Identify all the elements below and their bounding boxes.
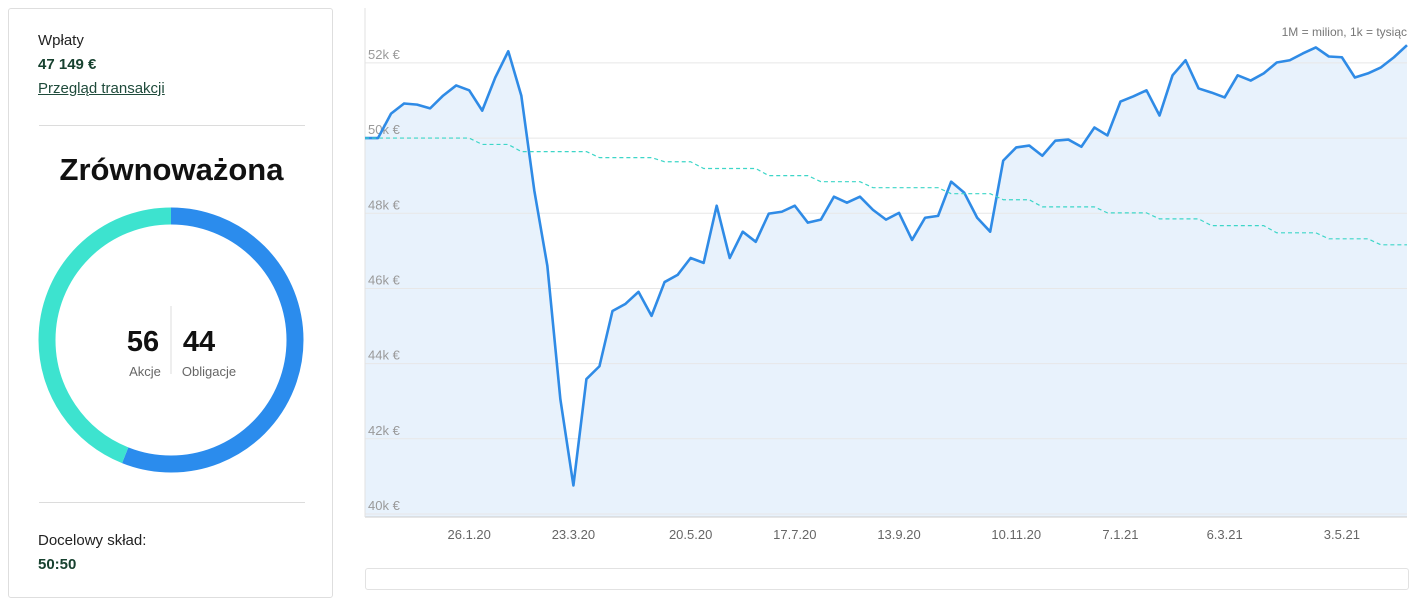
- x-tick-label: 26.1.20: [448, 527, 491, 542]
- x-tick-label: 17.7.20: [773, 527, 816, 542]
- allocation-label: Akcje: [129, 364, 161, 379]
- target-line: [365, 137, 1407, 246]
- transactions-link[interactable]: Przegląd transakcji: [38, 80, 165, 97]
- x-tick-label: 13.9.20: [877, 527, 920, 542]
- allocation-label: Obligacje: [182, 364, 236, 379]
- allocation-value: 56: [127, 326, 159, 358]
- allocation-value: 44: [183, 326, 215, 358]
- x-tick-label: 23.3.20: [552, 527, 595, 542]
- y-tick-label: 50k €: [368, 122, 401, 137]
- allocation-donut: 56 Akcje 44 Obligacje: [38, 207, 304, 473]
- annotation: 1M = milion, 1k = tysiąc: [1282, 25, 1407, 39]
- x-tick-label: 10.11.20: [991, 527, 1041, 542]
- x-tick-label: 3.5.21: [1324, 527, 1360, 542]
- x-tick-label: 6.3.21: [1207, 527, 1243, 542]
- area: [365, 45, 1407, 517]
- y-tick-label: 42k €: [368, 423, 401, 438]
- donut-segment: [38, 207, 304, 473]
- y-tick-label: 40k €: [368, 498, 401, 513]
- y-tick-label: 46k €: [368, 272, 401, 287]
- x-tick-label: 20.5.20: [669, 527, 712, 542]
- page: Wpłaty 47 149 € Przegląd transakcji Zrów…: [8, 8, 1409, 598]
- portfolio-name: Zrównoważona: [59, 152, 284, 187]
- divider: [39, 502, 305, 503]
- target-label: Docelowy skład:: [38, 532, 147, 549]
- chart: 1M = milion, 1k = tysiąc 40k € 42k € 44k €…: [364, 8, 1408, 542]
- y-tick-label: 48k €: [368, 197, 401, 212]
- x-tick-label: 7.1.21: [1102, 527, 1138, 542]
- divider: [39, 125, 305, 126]
- portfolio-card: Wpłaty 47 149 € Przegląd transakcji Zrów…: [8, 8, 333, 598]
- value-line: [365, 44, 1408, 487]
- y-tick-label: 44k €: [368, 348, 401, 363]
- y-tick-label: 52k €: [368, 47, 401, 62]
- deposits-label: Wpłaty: [38, 32, 84, 49]
- deposits-value: 47 149 €: [38, 56, 97, 73]
- target-value: 50:50: [38, 556, 77, 573]
